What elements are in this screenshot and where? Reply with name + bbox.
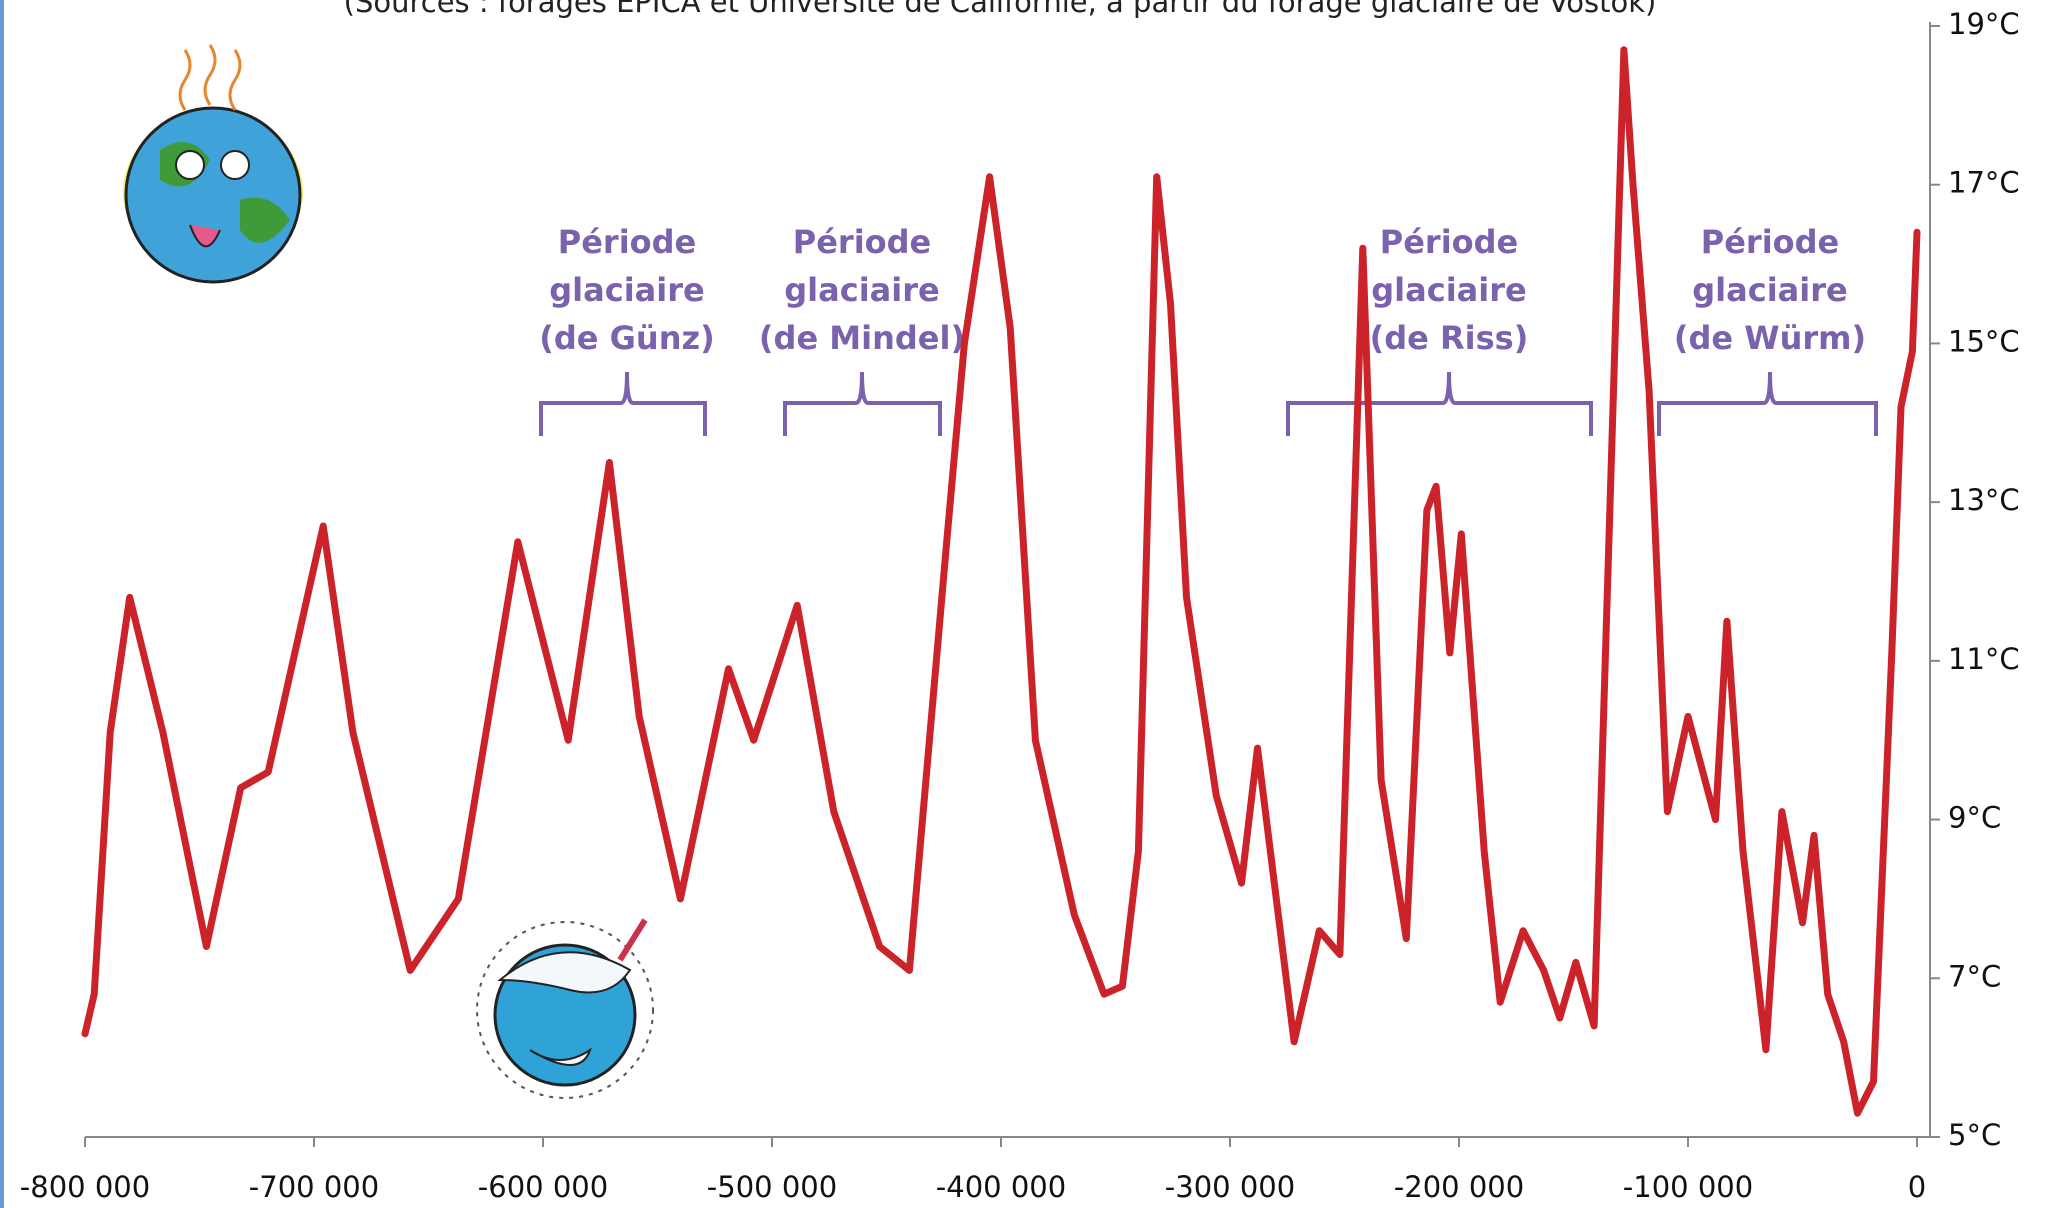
y-tick-label: 19°C	[1948, 7, 2020, 41]
annotation: Période	[1701, 223, 1840, 261]
annotation: (de Mindel)	[759, 319, 965, 357]
cold-globe-icon	[476, 918, 654, 1099]
brace	[783, 371, 942, 436]
y-tick-label: 5°C	[1948, 1118, 2001, 1152]
y-tick-label: 17°C	[1948, 166, 2020, 200]
annotation: (de Riss)	[1370, 319, 1529, 357]
annotation: glaciaire	[1692, 271, 1847, 309]
brace	[1657, 371, 1878, 436]
annotation: (de Würm)	[1674, 319, 1866, 357]
annotation: glaciaire	[1371, 271, 1526, 309]
x-tick-label: -600 000	[478, 1170, 608, 1204]
annotation: (de Günz)	[539, 319, 714, 357]
temperature-line	[81, 46, 1921, 1117]
hot-globe-icon	[123, 44, 303, 284]
y-tick-label: 15°C	[1948, 324, 2020, 358]
annotation: glaciaire	[549, 271, 704, 309]
annotation: Période	[1380, 223, 1519, 261]
x-tick-label: -500 000	[707, 1170, 837, 1204]
brace	[539, 371, 707, 436]
x-tick-label: -300 000	[1165, 1170, 1295, 1204]
annotation: glaciaire	[784, 271, 939, 309]
annotation: Période	[558, 223, 697, 261]
chart-subtitle: (Sources : forages EPICA et Université d…	[344, 0, 1657, 19]
brace	[1286, 371, 1593, 436]
x-tick-label: -400 000	[936, 1170, 1066, 1204]
window-border	[0, 0, 4, 1208]
x-tick-label: -700 000	[249, 1170, 379, 1204]
y-tick-label: 13°C	[1948, 483, 2020, 517]
x-tick-label: -100 000	[1623, 1170, 1753, 1204]
annotation: Période	[793, 223, 932, 261]
y-tick-label: 9°C	[1948, 801, 2001, 835]
y-tick-label: 7°C	[1948, 959, 2001, 993]
y-tick-label: 11°C	[1948, 642, 2020, 676]
x-tick-label: -200 000	[1394, 1170, 1524, 1204]
x-tick-label: -800 000	[20, 1170, 150, 1204]
x-tick-label: 0	[1908, 1170, 1926, 1204]
